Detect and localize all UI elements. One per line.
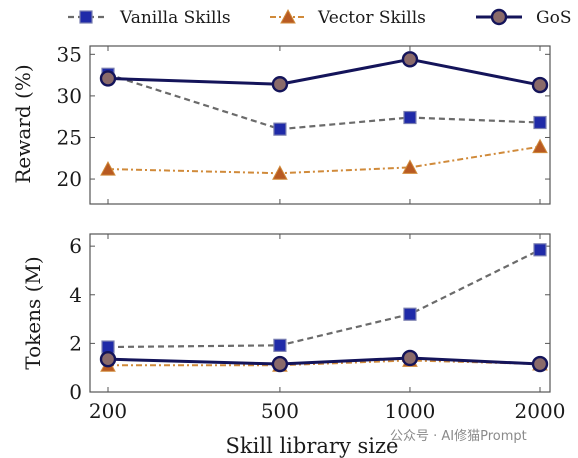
x-tick-label: 2000 [515, 399, 566, 423]
series-vector-skills [100, 138, 548, 180]
x-tick-label: 500 [261, 399, 299, 423]
plot-frame [89, 45, 551, 205]
y-tick-label: 20 [57, 167, 82, 191]
y-axis-label-tokens: Tokens (M) [21, 256, 45, 369]
series-line-vector-skills [107, 145, 541, 175]
panel-tokens: 0 2 4 6 200 500 1000 2000 [69, 233, 566, 423]
y-tick-label: 30 [57, 84, 82, 108]
data-point [271, 355, 289, 373]
data-point [403, 307, 417, 321]
data-point [401, 349, 419, 367]
legend-entry-vector: Vector Skills [270, 8, 426, 28]
panel-reward: 20 25 30 35 [57, 42, 551, 205]
y-tick-label: 35 [57, 42, 82, 66]
x-tick-label: 200 [89, 399, 127, 423]
data-point [532, 138, 548, 154]
y-axis-label-reward: Reward (%) [11, 64, 35, 183]
data-point [533, 115, 547, 130]
x-tick-label: 1000 [385, 399, 436, 423]
data-point [100, 161, 116, 176]
data-point [99, 70, 117, 87]
series-line-vanilla-skills [107, 73, 541, 131]
data-point [99, 350, 117, 368]
legend: Vanilla Skills Vector Skills GoS [68, 8, 571, 28]
data-point [273, 122, 287, 136]
data-point [401, 51, 419, 68]
series-vanilla-skills [101, 243, 547, 354]
legend-entry-gos: GoS [476, 8, 571, 28]
data-point [273, 338, 287, 352]
data-point [271, 76, 289, 93]
legend-label-vector: Vector Skills [317, 8, 426, 28]
data-point [272, 165, 288, 180]
plots: 20 25 30 35 0 2 4 6 200 500 1000 2000 [57, 42, 566, 423]
series-line-vanilla-skills [107, 248, 541, 349]
series-line-gos [107, 356, 541, 366]
data-point [402, 159, 418, 174]
series-line-gos [107, 57, 541, 87]
y-tick-label: 2 [69, 331, 82, 355]
y-tick-label: 4 [69, 283, 82, 307]
series-gos [99, 51, 549, 94]
series-gos [99, 349, 549, 373]
legend-label-gos: GoS [536, 8, 571, 28]
data-point [531, 76, 549, 94]
y-tick-label: 0 [69, 380, 82, 404]
legend-entry-vanilla: Vanilla Skills [68, 8, 231, 28]
legend-label-vanilla: Vanilla Skills [119, 8, 231, 28]
y-tick-label: 6 [69, 234, 82, 258]
plot-frame [89, 233, 551, 393]
data-point [531, 355, 549, 373]
watermark: 公众号 · AI修猫Prompt [390, 429, 527, 444]
y-tick-label: 25 [57, 125, 82, 149]
data-point [533, 243, 547, 257]
x-axis-label: Skill library size [226, 434, 399, 458]
series-vanilla-skills [101, 67, 547, 136]
data-point [403, 110, 417, 125]
